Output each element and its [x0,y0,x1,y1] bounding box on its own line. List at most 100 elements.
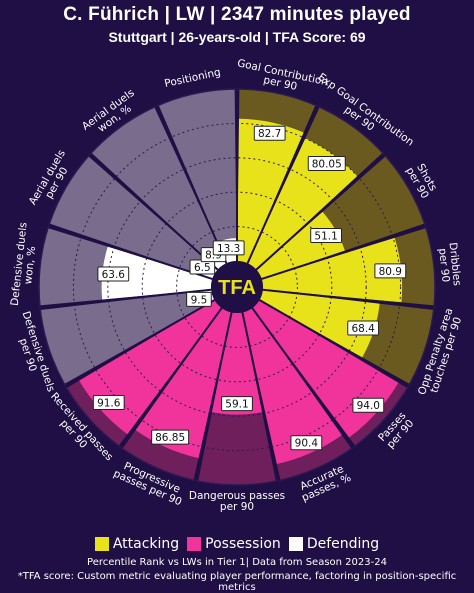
legend-label-possession: Possession [205,536,281,552]
value-labels: 82.7 80.05 51.1 80.9 68.4 94.0 90.4 59.1 86.85 91… [92,125,407,451]
value-label-text: 82.7 [258,128,281,140]
legend-swatch-defending [288,537,303,551]
segment-bars [79,118,403,465]
bar-defensive-duels-won [101,246,213,300]
value-label-box [352,397,385,413]
bar-dangerous-passes-per-90 [211,312,263,415]
value-label-text: 91.6 [97,397,121,409]
divider-line [194,312,233,481]
value-label-box [97,266,130,282]
value-label-text: 59.1 [225,399,248,411]
legend-label-attacking: Attacking [112,536,180,552]
divider-line [48,224,213,280]
value-label-box [92,394,125,410]
value-label-goal-contribution-per-90: 82.7 [253,125,286,141]
center-label: TFA [218,277,256,299]
category-label-defensive-duels-won: Defensive duelswon, % [9,222,41,308]
legend-item-defending: Defending [288,536,380,552]
center-badge: TFA [211,261,263,313]
value-label-text: 13.3 [217,243,240,255]
value-label-defensive-duels-won: 63.6 [97,266,130,282]
value-label-text: 63.6 [102,269,126,281]
category-label-line: won, % [22,246,38,285]
divider-line [39,288,212,309]
value-label-box [151,429,190,445]
value-label-text: 94.0 [357,400,380,412]
value-label-text: 51.1 [314,231,337,243]
chart-caption: Percentile Rank vs LWs in Tier 1| Data f… [87,557,387,568]
legend-item-possession: Possession [187,536,281,552]
bar-exp-goal-contribution-per-90 [247,138,358,270]
value-label-box [290,435,323,451]
value-label-aerial-duels-per-90: 6.5 [189,259,216,275]
value-label-box [310,228,343,244]
legend-label-defending: Defending [306,536,380,552]
value-label-text: 80.05 [312,158,342,170]
divider-line [259,299,409,387]
category-label-line: per 90 [436,248,452,283]
legend-swatch-possession [187,537,202,551]
legend-swatch-attacking [94,537,109,551]
segment-bg-positioning [158,89,237,264]
value-label-box [347,320,380,336]
divider-line [246,105,319,264]
bar-dribbles-per-90 [261,237,403,303]
value-label-text: 9.5 [191,294,208,306]
value-label-positioning: 13.3 [212,240,245,256]
segment-bg-aerial-duels-won [91,107,227,270]
chart-footnote: *TFA score: Custom metric evaluating pla… [17,571,457,593]
center-circle [211,261,263,313]
value-label-progressive-passes-per-90: 86.85 [151,429,190,445]
divider-line [155,105,228,264]
value-label-text: 80.9 [379,266,402,278]
category-label-dribbles-per-90: Dribblesper 90 [436,242,463,288]
value-label-text: 90.4 [295,438,319,450]
chart-title: C. Führich | LW | 2347 minutes played [63,4,411,25]
bar-goal-contribution-per-90 [237,118,304,264]
legend: Attacking Possession Defending [0,536,474,552]
divider-line [255,153,385,271]
value-label-dangerous-passes-per-90: 59.1 [221,396,253,412]
bar-progressive-passes-per-90 [135,308,232,459]
category-label-positioning: Positioning [163,66,221,90]
value-label-box [212,240,245,256]
value-label-text: 6.5 [194,262,211,274]
divider-line [65,299,215,387]
value-label-shots-per-90: 51.1 [310,228,343,244]
value-label-text: 86.85 [155,432,185,444]
category-label-line: Positioning [163,66,221,90]
value-label-passes-per-90: 94.0 [352,397,385,413]
legend-item-attacking: Attacking [94,536,180,552]
segment-dividers [39,89,435,481]
chart-subtitle: Stuttgart | 26-years-old | TFA Score: 69 [108,29,366,45]
segment-bg-defensive-duels-per-90 [40,290,215,384]
value-label-opp-penalty-area-touches-per-90: 68.4 [347,320,380,336]
value-label-box [221,396,253,412]
category-label-line: Dribbles [447,242,463,287]
divider-line [241,312,280,481]
grid-ring [107,157,367,417]
value-label-box [186,291,212,307]
divider-line [251,307,355,448]
grid-ring [176,226,298,348]
value-label-box [374,263,407,279]
category-label-line: Dangerous passes [189,490,285,502]
bar-opp-penalty-area-touches-per-90 [259,290,380,358]
divider-line [119,307,223,448]
bar-accurate-passes [242,308,342,465]
divider-line [262,288,435,309]
value-label-box [307,155,346,171]
value-label-received-passes-per-90: 91.6 [92,394,125,410]
value-label-box [253,125,286,141]
value-label-text: 68.4 [351,323,375,335]
divider-line [261,224,426,280]
value-label-accurate-passes: 90.4 [290,435,323,451]
value-label-exp-goal-contribution-per-90: 80.05 [307,155,346,171]
category-label-dangerous-passes-per-90: Dangerous passes per 90 [189,490,285,513]
segment-bg-aerial-duels-per-90 [49,156,218,279]
category-label-line: per 90 [220,501,254,513]
value-label-defensive-duels-per-90: 9.5 [186,291,212,307]
divider-line [89,153,219,271]
